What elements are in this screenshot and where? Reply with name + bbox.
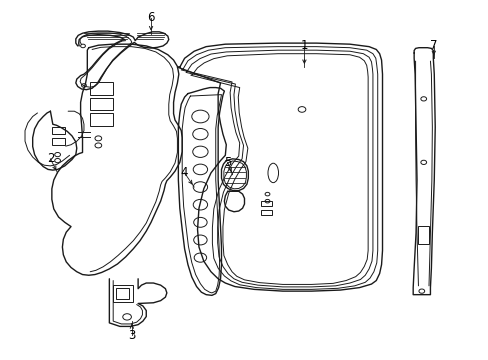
- Bar: [261, 210, 271, 215]
- Bar: [90, 82, 113, 95]
- Bar: [417, 226, 428, 243]
- Bar: [90, 98, 113, 110]
- Text: 7: 7: [429, 40, 437, 53]
- Text: 4: 4: [181, 166, 188, 179]
- Text: 2: 2: [46, 152, 54, 165]
- Text: 5: 5: [224, 156, 231, 169]
- Text: 1: 1: [300, 40, 307, 53]
- Bar: [52, 127, 65, 134]
- Bar: [113, 285, 133, 302]
- Text: 3: 3: [128, 329, 135, 342]
- Bar: [52, 138, 65, 145]
- Bar: [261, 201, 271, 207]
- Bar: [116, 288, 129, 299]
- Text: 6: 6: [147, 11, 155, 24]
- Bar: [90, 113, 113, 126]
